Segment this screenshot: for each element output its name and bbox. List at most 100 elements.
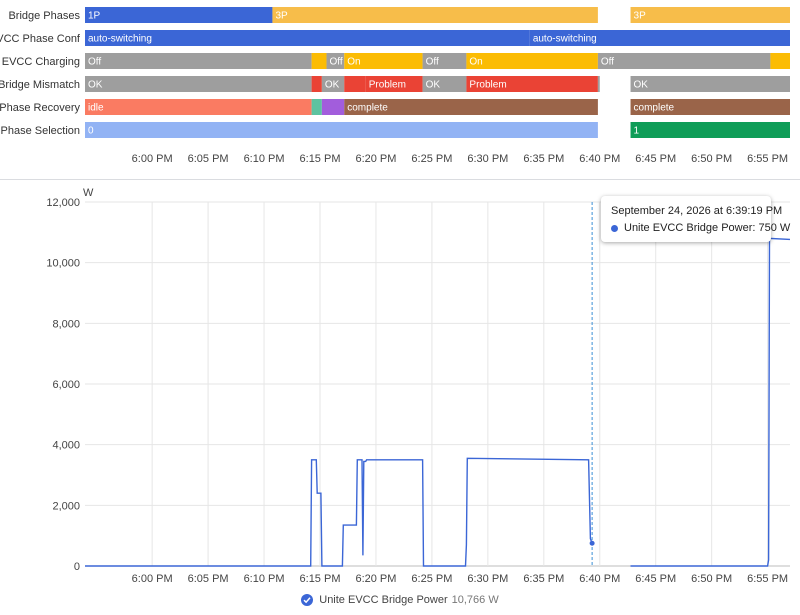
- y-tick-label: 8,000: [52, 318, 80, 330]
- timeline-x-tick-label: 6:45 PM: [635, 153, 676, 165]
- timeline-x-tick-label: 6:10 PM: [244, 153, 285, 165]
- timeline-segment[interactable]: [321, 99, 345, 115]
- y-tick-label: 2,000: [52, 500, 80, 512]
- timeline-segment[interactable]: [344, 76, 366, 92]
- timeline-row-label: Phase Recovery: [0, 102, 80, 114]
- timeline-segment[interactable]: [597, 53, 771, 69]
- y-tick-label: 10,000: [46, 258, 80, 270]
- tooltip-timestamp: September 24, 2026 at 6:39:19 PM: [611, 205, 783, 217]
- timeline-segment-label: Off: [426, 57, 439, 68]
- timeline-segment-label: Off: [601, 57, 614, 68]
- timeline-segment[interactable]: [597, 76, 600, 92]
- timeline-segment[interactable]: [529, 30, 790, 46]
- timeline-x-tick-label: 6:40 PM: [579, 153, 620, 165]
- tooltip-separator: :: [752, 222, 759, 234]
- x-tick-label: 6:05 PM: [188, 573, 229, 585]
- x-tick-label: 6:00 PM: [132, 573, 173, 585]
- timeline-segment[interactable]: [531, 53, 533, 69]
- x-tick-label: 6:45 PM: [635, 573, 676, 585]
- timeline-segment-label: 3P: [275, 11, 288, 22]
- series-color-dot: [611, 224, 618, 232]
- y-tick-label: 12,000: [46, 197, 80, 209]
- timeline-x-tick-label: 6:05 PM: [188, 153, 229, 165]
- tooltip-value: 750 W: [758, 222, 791, 234]
- timeline-segment[interactable]: [321, 76, 345, 92]
- timeline-segment-label: 1P: [88, 11, 101, 22]
- timeline-row: Bridge Phases 1P 3P 3P: [8, 7, 790, 23]
- timeline-row-label: EVCC Charging: [2, 56, 80, 68]
- series-line-segment: [630, 237, 791, 567]
- timeline-segment[interactable]: [272, 7, 598, 23]
- x-tick-label: 6:20 PM: [355, 573, 396, 585]
- timeline-segment-label: OK: [634, 80, 649, 91]
- hover-point: [589, 540, 595, 546]
- timeline-segment[interactable]: [344, 53, 423, 69]
- timeline-segment-label: 3P: [634, 11, 647, 22]
- timeline-x-tick-label: 6:50 PM: [691, 153, 732, 165]
- timeline-x-tick-label: 6:55 PM: [747, 153, 788, 165]
- timeline-row-label: EVCC Phase Conf: [0, 33, 81, 45]
- timeline-segment[interactable]: [311, 76, 322, 92]
- legend-series-name[interactable]: Unite EVCC Bridge Power: [319, 594, 448, 606]
- timeline-segment[interactable]: [630, 122, 790, 138]
- timeline-segment-label: idle: [88, 103, 104, 114]
- timeline-segment[interactable]: [466, 76, 598, 92]
- timeline-segment-label: OK: [426, 80, 441, 91]
- timeline-segment[interactable]: [422, 76, 467, 92]
- timeline-row: EVCC ChargingOffOffOnOffOnOnOff: [2, 53, 790, 69]
- timeline-x-tick-label: 6:15 PM: [300, 153, 341, 165]
- y-tick-label: 4,000: [52, 440, 80, 452]
- timeline-segment[interactable]: [344, 99, 598, 115]
- timeline-segment[interactable]: [85, 76, 312, 92]
- timeline-segment[interactable]: [365, 76, 423, 92]
- timeline-segment-label: 0: [88, 126, 94, 137]
- timeline-segment[interactable]: [630, 99, 790, 115]
- timeline-segment-label: OK: [325, 80, 340, 91]
- timeline-segment-label: auto-switching: [88, 34, 152, 45]
- timeline-row: Phase Selection 0 1: [1, 122, 790, 138]
- timeline-segment-label: Problem: [369, 80, 406, 91]
- timeline-segment-label: Problem: [469, 80, 506, 91]
- timeline-segment-label: complete: [634, 103, 675, 114]
- timeline-segment-label: On: [347, 57, 360, 68]
- timeline-segment[interactable]: [326, 53, 345, 69]
- timeline-segment[interactable]: [85, 122, 598, 138]
- x-tick-label: 6:30 PM: [467, 573, 508, 585]
- timeline-segment[interactable]: [770, 53, 790, 69]
- timeline-segment[interactable]: [311, 99, 322, 115]
- timeline-segment-label: Off: [330, 57, 343, 68]
- timeline-row: EVCC Phase Conf auto-switching auto-switch…: [0, 30, 790, 46]
- timeline-row-label: Phase Selection: [1, 125, 81, 137]
- x-tick-label: 6:40 PM: [579, 573, 620, 585]
- y-tick-label: 6,000: [52, 379, 80, 391]
- x-tick-label: 6:35 PM: [523, 573, 564, 585]
- timeline-x-tick-label: 6:35 PM: [523, 153, 564, 165]
- legend-series-value: 10,766 W: [451, 594, 499, 606]
- x-tick-label: 6:10 PM: [244, 573, 285, 585]
- timeline-segment-label: auto-switching: [533, 34, 597, 45]
- tooltip-series-name: Unite EVCC Bridge Power: [624, 222, 753, 234]
- y-tick-label: 0: [74, 561, 80, 573]
- y-axis-unit-label: W: [83, 187, 94, 199]
- timeline-segment[interactable]: [422, 53, 467, 69]
- timeline-segment[interactable]: [630, 76, 790, 92]
- timeline-row-label: Bridge Phases: [8, 10, 80, 22]
- timeline-segment[interactable]: [311, 53, 327, 69]
- timeline-row: Phase Recovery idle complete complete: [0, 99, 790, 115]
- hover-tooltip: September 24, 2026 at 6:39:19 PM Unite E…: [601, 196, 790, 242]
- timeline-x-tick-label: 6:25 PM: [411, 153, 452, 165]
- state-timeline-chart: Bridge Phases 1P 3P 3P EVCC Phase Conf auto-s…: [0, 7, 800, 180]
- timeline-segment[interactable]: [85, 30, 530, 46]
- timeline-segment[interactable]: [85, 53, 312, 69]
- timeline-segment[interactable]: [85, 99, 312, 115]
- timeline-segment-label: 1: [634, 126, 640, 137]
- legend-toggle-checkbox[interactable]: [301, 594, 314, 606]
- timeline-segment[interactable]: [630, 7, 790, 23]
- timeline-row: Bridge Mismatch OK OK Problem OK Problem OK: [0, 76, 790, 92]
- power-line-chart: 0 2,000 4,000 6,000 8,000 10,000 12,000 6:00 PM…: [46, 187, 791, 585]
- x-tick-label: 6:50 PM: [691, 573, 732, 585]
- check-icon: [303, 597, 311, 604]
- timeline-row-label: Bridge Mismatch: [0, 79, 80, 91]
- timeline-segment[interactable]: [85, 7, 273, 23]
